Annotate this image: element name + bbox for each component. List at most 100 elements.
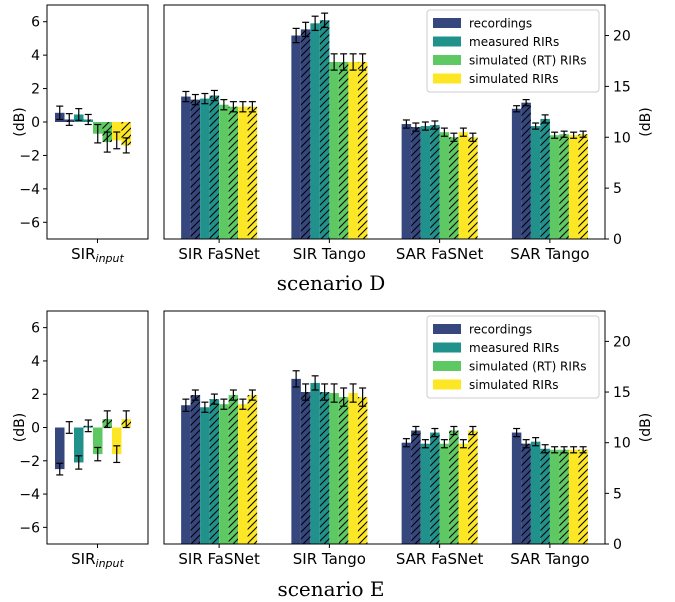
bar-0-s1-b-hatch <box>209 95 220 240</box>
category-label: SAR Tango <box>510 550 589 568</box>
bar-1-s2-b-hatch <box>338 397 349 544</box>
right-ytick-label: 5 <box>613 486 622 502</box>
bar-1-s1-a <box>310 23 320 239</box>
right-ytick-label: 15 <box>613 385 631 401</box>
left-bar-s3-a <box>112 122 122 141</box>
right-subplot: SIR FaSNet SIR Tango SAR FaSNet SAR Tango 0 5… <box>163 4 654 263</box>
legend-label: recordings <box>469 17 532 31</box>
left-ytick-label: 4 <box>31 354 40 370</box>
figure-caption: scenario D <box>277 271 386 295</box>
bar-0-s0-b-hatch <box>190 99 201 239</box>
left-ytick-label: −6 <box>19 520 40 536</box>
bar-2-s1-b-hatch <box>430 125 440 239</box>
left-ytick-label: 2 <box>31 387 40 403</box>
bar-1-s1-a <box>310 382 320 544</box>
bar-3-s0-a <box>511 432 522 544</box>
bar-0-s0-a <box>181 96 191 239</box>
left-ytick-label: −4 <box>19 182 40 198</box>
bar-1-s2-b-hatch <box>338 61 349 240</box>
left-ytick-label: −6 <box>19 215 40 231</box>
left-subplot: −6 −4 −2 0 2 4 6 (dB) SIRinput <box>12 310 149 570</box>
bar-2-s0-b-hatch <box>411 430 421 544</box>
bar-2-s2-a <box>439 132 450 239</box>
bar-2-s3-a <box>458 132 469 239</box>
bar-3-s3-a <box>568 449 579 544</box>
bar-2-s3-a <box>458 443 469 544</box>
bar-3-s1-a <box>530 126 541 239</box>
bar-1-s2-a <box>329 61 339 240</box>
left-ytick-label: 0 <box>31 115 40 131</box>
bar-2-s1-b-hatch <box>430 432 440 544</box>
bar-2-s0-b-hatch <box>411 127 421 239</box>
bar-1-s3-b-hatch <box>357 61 368 240</box>
bar-3-s2-a <box>549 135 560 239</box>
legend-label: simulated RIRs <box>469 378 559 392</box>
bar-0-s1-b-hatch <box>209 399 220 544</box>
legend-swatch <box>433 324 461 334</box>
legend-label: recordings <box>469 323 532 337</box>
left-category-main: SIR <box>71 550 95 568</box>
bar-1-s1-b-hatch <box>319 392 330 544</box>
left-bar-s1-a <box>74 427 84 463</box>
legend-swatch <box>433 55 461 65</box>
bar-2-s3-b-hatch <box>468 430 478 544</box>
right-ytick-label: 0 <box>613 232 622 248</box>
right-ytick-label: 20 <box>613 29 631 45</box>
left-category-label: SIRinput <box>71 245 124 265</box>
left-category-sub: input <box>96 252 125 265</box>
right-ylabel: (dB) <box>638 107 654 136</box>
bar-1-s3-a <box>348 61 358 240</box>
left-category-sub: input <box>96 557 125 570</box>
bar-2-s3-b-hatch <box>468 137 478 239</box>
bar-0-s2-a <box>219 404 229 544</box>
bar-1-s0-b-hatch <box>300 392 311 544</box>
bar-3-s2-b-hatch <box>559 134 569 239</box>
left-ytick-label: 6 <box>31 321 40 337</box>
bar-0-s3-a <box>238 106 248 239</box>
legend-swatch <box>433 361 461 371</box>
left-bar-s2-a <box>93 427 103 455</box>
bar-3-s1-b-hatch <box>540 118 550 239</box>
left-ytick-label: 6 <box>31 15 40 31</box>
legend-label: measured RIRs <box>469 35 559 49</box>
right-ylabel: (dB) <box>638 413 654 442</box>
bar-3-s0-b-hatch <box>521 102 531 240</box>
legend-swatch <box>433 342 461 353</box>
right-ytick-label: 10 <box>613 436 631 452</box>
left-ylabel: (dB) <box>12 107 28 136</box>
category-label: SIR Tango <box>293 245 366 263</box>
bar-0-s0-a <box>181 405 191 544</box>
right-ytick-label: 0 <box>613 537 622 553</box>
category-label: SIR Tango <box>293 550 366 568</box>
bar-1-s3-b-hatch <box>357 397 368 544</box>
bar-2-s2-b-hatch <box>449 430 459 544</box>
left-subplot: −6 −4 −2 0 2 4 6 (dB) SIRinput <box>12 4 149 265</box>
bar-3-s1-a <box>530 441 541 544</box>
bar-3-s0-b-hatch <box>521 443 531 544</box>
legend: recordings measured RIRs simulated (RT) RI… <box>426 9 600 93</box>
bar-1-s0-a <box>291 378 301 544</box>
left-ytick-label: 4 <box>31 48 40 64</box>
category-label: SIR FaSNet <box>178 550 260 568</box>
bar-2-s2-b-hatch <box>449 137 459 239</box>
left-bar-s3-a <box>112 427 122 455</box>
legend-label: simulated (RT) RIRs <box>469 360 587 374</box>
bar-0-s2-a <box>219 104 229 239</box>
bar-2-s1-a <box>420 443 431 544</box>
bar-2-s0-a <box>401 124 412 239</box>
right-ytick-label: 15 <box>613 79 631 95</box>
bar-3-s0-a <box>511 108 522 239</box>
bar-3-s3-b-hatch <box>578 134 588 239</box>
bar-1-s2-a <box>329 393 339 544</box>
left-ytick-label: 0 <box>31 421 40 437</box>
legend-swatch <box>433 36 461 47</box>
bar-3-s2-a <box>549 449 560 544</box>
bar-3-s3-b-hatch <box>578 449 588 544</box>
bar-2-s1-a <box>420 126 431 239</box>
panel-scenario-d: −6 −4 −2 0 2 4 6 (dB) SIRinput SIR FaSNet SIR Tang… <box>12 4 654 295</box>
legend-box <box>426 315 600 399</box>
bar-3-s1-b-hatch <box>540 448 550 544</box>
bar-0-s3-a <box>238 404 248 544</box>
right-subplot: SIR FaSNet SIR Tango SAR FaSNet SAR Tango 0 5… <box>163 310 654 568</box>
